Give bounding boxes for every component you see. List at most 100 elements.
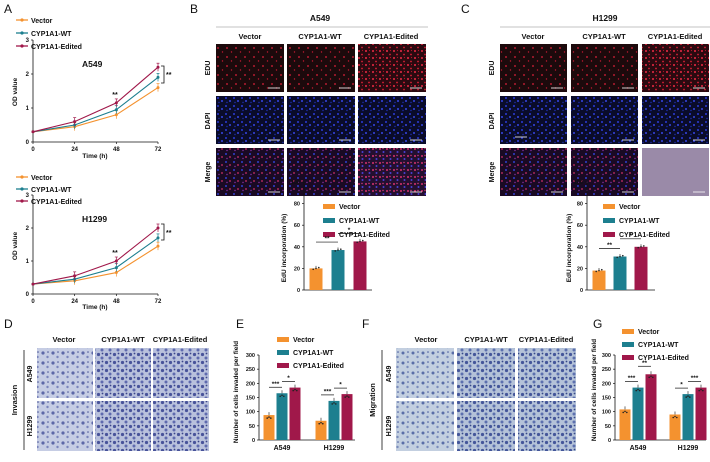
col-header: CYP1A1-Edited [519, 335, 574, 344]
y-tick-label: 0 [26, 292, 30, 298]
sig-label: ** [642, 360, 648, 367]
replicate-dot [318, 422, 321, 425]
row-label: H1299 [386, 416, 393, 437]
legend-label: Vector [31, 175, 53, 182]
legend-e: Vector CYP1A1-WT CYP1A1-Edited [277, 337, 344, 370]
row-label: Merge [489, 162, 496, 183]
replicate-dot [674, 415, 676, 418]
y-tick-label: 150 [602, 396, 611, 402]
row-label: A549 [27, 366, 34, 383]
panel-letter-e: E [236, 317, 244, 331]
data-point [31, 282, 35, 286]
replicate-dot [279, 395, 282, 398]
y-tick-label: 80 [294, 202, 300, 208]
legend-label: Vector [619, 204, 641, 211]
edu-image [571, 44, 638, 92]
replicate-dot [318, 266, 320, 269]
panel-letter-c: C [461, 2, 470, 16]
dapi-image [642, 96, 709, 144]
side-label: Invasion [10, 384, 19, 415]
replicate-dot [312, 268, 315, 271]
col-header: CYP1A1-Edited [648, 32, 703, 41]
panel-e: Vector CYP1A1-WT CYP1A1-Edited Number of… [233, 337, 355, 452]
migration-image [457, 401, 515, 451]
y-tick-label: 0 [252, 438, 255, 444]
replicate-dot [270, 417, 272, 419]
bar [634, 246, 648, 290]
data-point [114, 101, 118, 105]
replicate-dot [268, 416, 270, 418]
chart-title-h1299: H1299 [82, 214, 107, 224]
y-tick-label: 2 [26, 72, 30, 78]
y-tick-label: 200 [246, 381, 255, 387]
replicate-dot [687, 395, 689, 397]
replicate-dot [356, 241, 359, 244]
x-tick-label: H1299 [324, 445, 345, 452]
bar [682, 394, 694, 440]
legend-square-swatch [622, 342, 634, 347]
replicate-dot [616, 256, 618, 259]
x-tick-label: 24 [71, 147, 78, 153]
legend-square-swatch [622, 355, 634, 360]
row-label: A549 [386, 366, 393, 383]
y-tick-label: 200 [602, 381, 611, 387]
y-axis-label: Number of cells invaded per field [591, 339, 598, 441]
dapi-image [500, 96, 567, 144]
x-tick-label: 0 [31, 299, 35, 305]
side-label: Migration [368, 383, 377, 417]
panel-letter-f: F [362, 317, 369, 331]
edu-image [500, 44, 567, 92]
legend-label: CYP1A1-Edited [339, 232, 390, 239]
y-tick-label: 60 [294, 223, 300, 229]
legend-square-swatch [323, 218, 335, 223]
replicate-dot [346, 395, 348, 397]
sig-label: ** [324, 236, 330, 243]
replicate-dot [637, 246, 639, 249]
data-point [114, 108, 118, 112]
dapi-image [216, 96, 284, 144]
panel-title: H1299 [592, 13, 617, 23]
bar [289, 387, 301, 440]
bar [669, 414, 681, 440]
data-point [156, 236, 160, 240]
data-point [156, 226, 160, 230]
y-tick-label: 40 [294, 245, 300, 251]
row-label: DAPI [489, 113, 496, 130]
y-tick-label: 0 [608, 438, 611, 444]
merge-image [500, 148, 567, 196]
bar [276, 393, 288, 440]
col-header: CYP1A1-Edited [153, 335, 208, 344]
series-line [32, 237, 159, 285]
row-label: EDU [489, 61, 496, 76]
legend-label: CYP1A1-Edited [638, 355, 689, 362]
panel-letter-b: B [190, 2, 198, 16]
replicate-dot [685, 396, 687, 398]
series-line [32, 76, 159, 133]
sig-label: * [680, 382, 683, 389]
col-header: Vector [53, 335, 76, 344]
bar [309, 268, 323, 290]
bar [645, 374, 657, 440]
replicate-dot [348, 396, 350, 398]
col-header: CYP1A1-WT [298, 32, 342, 41]
col-header: CYP1A1-WT [582, 32, 626, 41]
series-line [32, 227, 159, 285]
replicate-dot [700, 388, 702, 391]
row-label: EDU [205, 61, 212, 76]
replicate-dot [331, 403, 334, 405]
replicate-dot [283, 395, 285, 398]
legend-square-swatch [323, 232, 335, 237]
replicate-dot [601, 268, 603, 271]
y-tick-label: 20 [577, 266, 583, 272]
legend-label: CYP1A1-WT [638, 342, 679, 349]
y-tick-label: 250 [602, 367, 611, 373]
replicate-dot [359, 240, 361, 243]
y-axis-label: Number of cells invaded per field [233, 341, 240, 443]
x-tick-label: H1299 [678, 445, 699, 452]
data-point [156, 65, 160, 69]
data-point [156, 244, 160, 248]
bar [613, 256, 627, 290]
legend-label: Vector [31, 18, 53, 25]
